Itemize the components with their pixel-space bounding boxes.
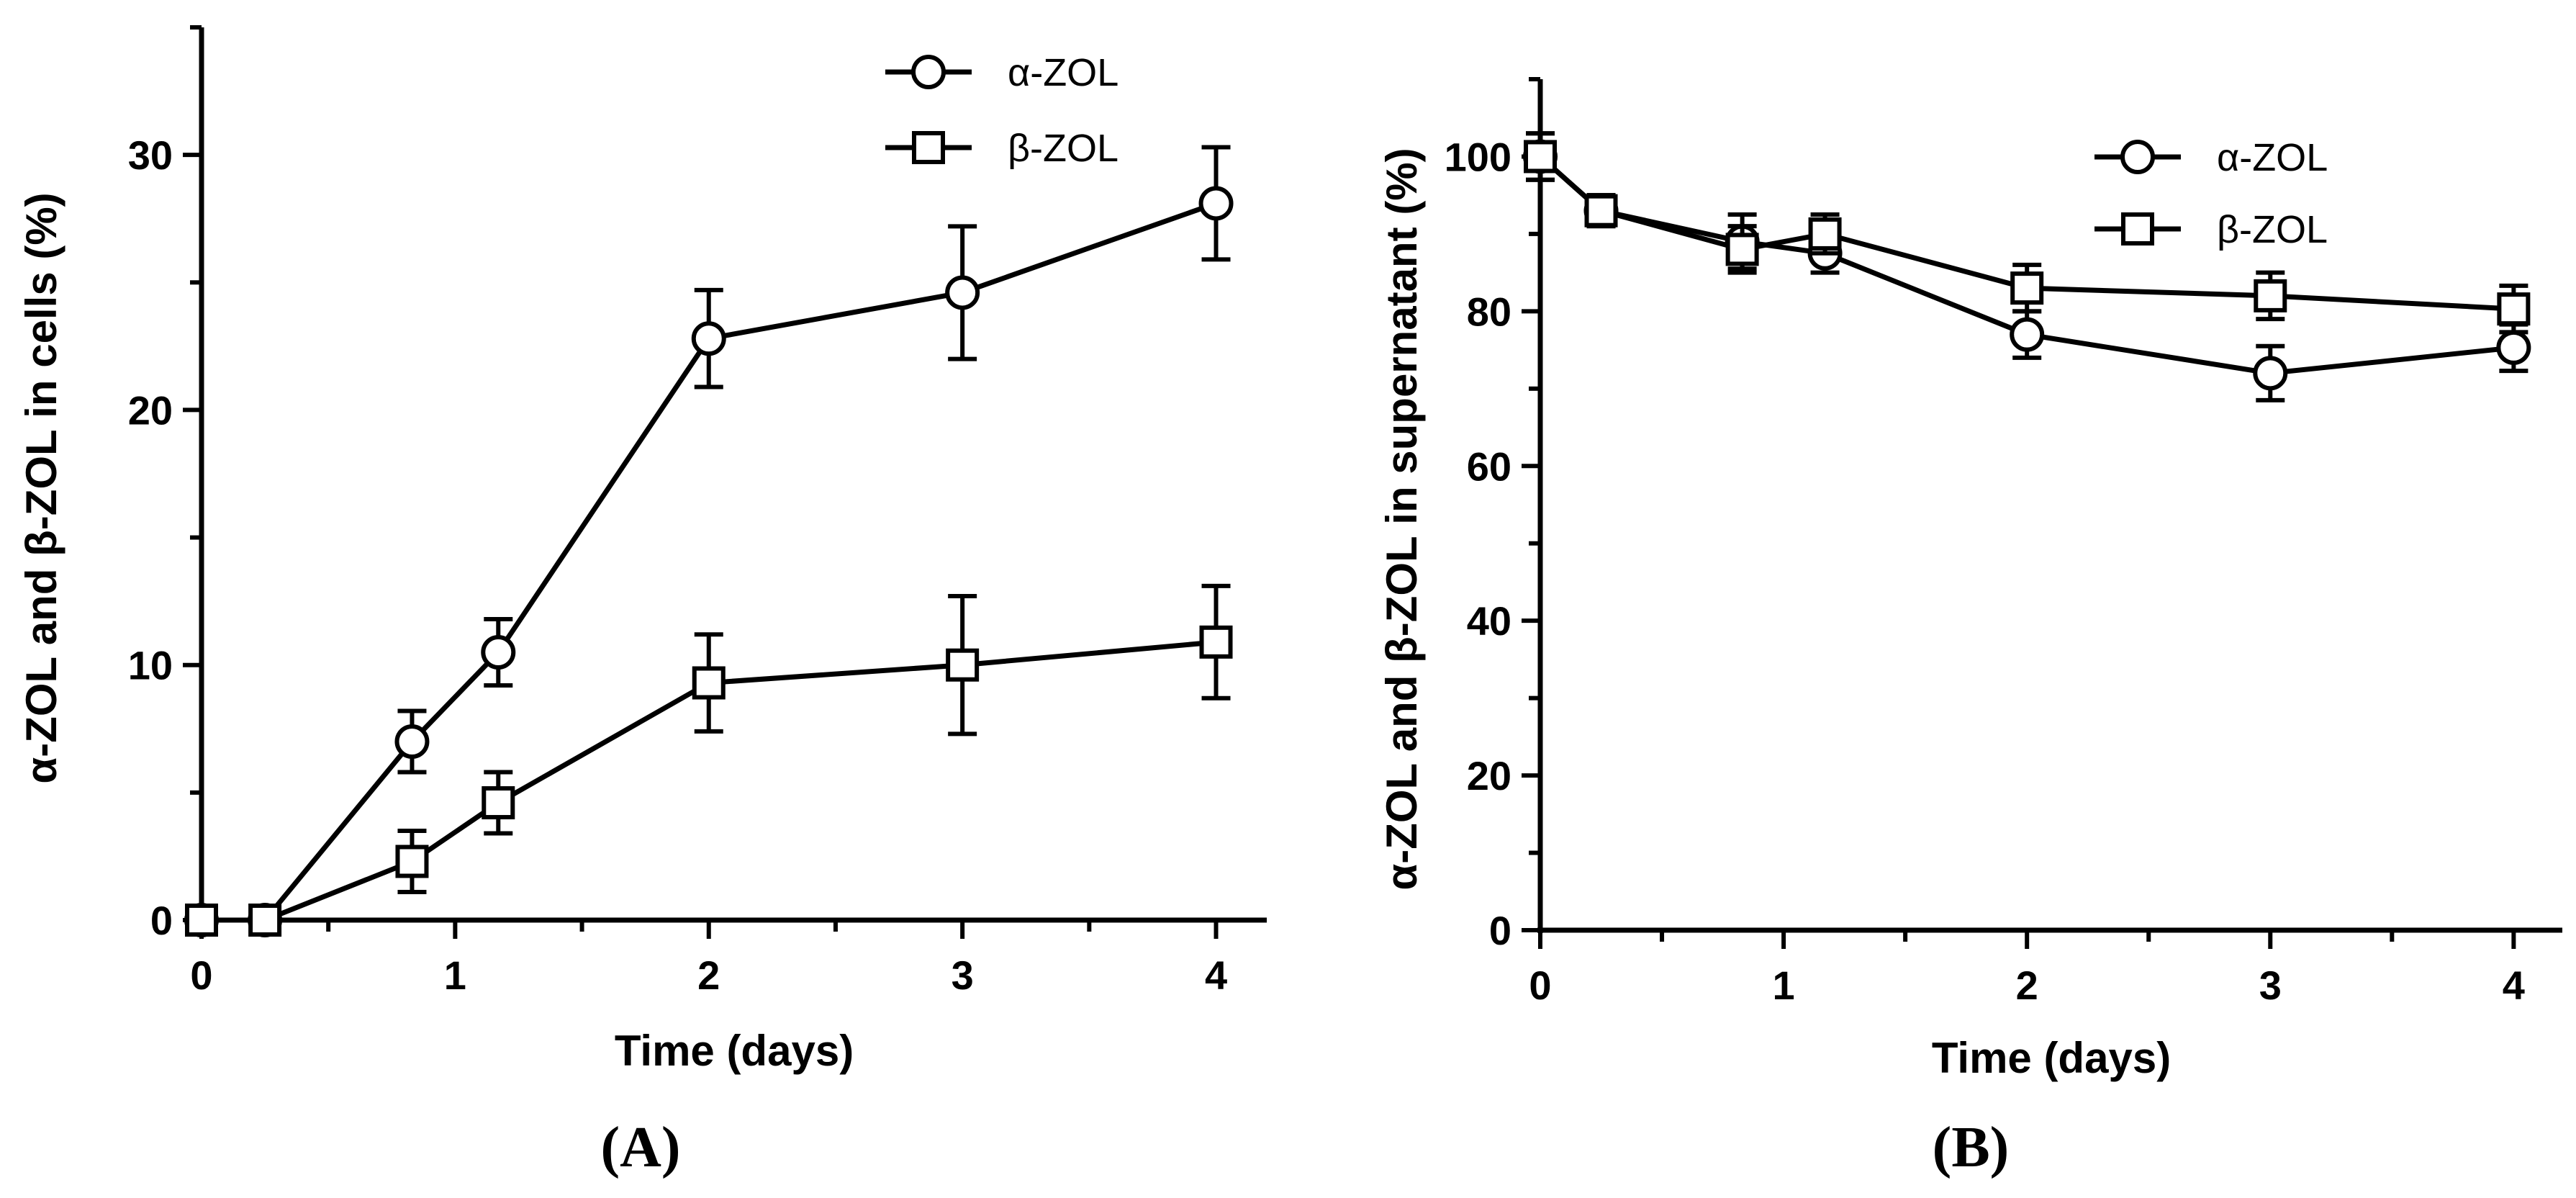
chart-panel-a: 0 10 20 30 0 1 2 3 4 Time (days) α-ZOL and β-ZOL i… bbox=[17, 25, 1267, 1179]
y-tick-label: 100 bbox=[1445, 134, 1511, 179]
legend-label: α-ZOL bbox=[2217, 136, 2328, 179]
data-point-square bbox=[395, 845, 429, 878]
data-point-square bbox=[1524, 140, 1557, 174]
data-point-square bbox=[946, 648, 980, 682]
data-point-square bbox=[248, 904, 282, 937]
data-point-square bbox=[1199, 625, 1233, 659]
x-tick-label: 2 bbox=[2016, 963, 2038, 1008]
legend-label: α-ZOL bbox=[1008, 51, 1118, 94]
data-point-square bbox=[1808, 217, 1842, 251]
data-point-circle bbox=[481, 635, 516, 670]
legend-square-marker bbox=[2121, 212, 2154, 246]
y-tick-label: 30 bbox=[128, 132, 173, 178]
legend-label: β-ZOL bbox=[1008, 127, 1118, 170]
data-point-circle bbox=[945, 275, 980, 310]
y-tick-label: 0 bbox=[1489, 908, 1511, 953]
x-tick-label: 1 bbox=[444, 952, 466, 998]
y-tick-label: 60 bbox=[1467, 443, 1511, 489]
data-point-circle bbox=[394, 724, 430, 759]
legend-square-marker bbox=[912, 131, 945, 164]
legend-circle-marker bbox=[2120, 140, 2155, 174]
panel-label: (B) bbox=[1933, 1116, 2010, 1179]
legend-circle-marker bbox=[911, 55, 946, 89]
data-point-circle bbox=[1198, 186, 1234, 221]
series-beta-zol bbox=[1524, 131, 2531, 335]
data-point-circle bbox=[2010, 317, 2045, 352]
y-tick-label: 40 bbox=[1467, 598, 1511, 644]
x-axis-title: Time (days) bbox=[1932, 1034, 2171, 1082]
data-point-square bbox=[2497, 292, 2531, 326]
data-point-square bbox=[185, 904, 218, 937]
y-axis-title: α-ZOL and β-ZOL in cells (%) bbox=[17, 192, 65, 783]
data-point-square bbox=[2010, 271, 2044, 305]
series-beta-zol bbox=[185, 583, 1233, 937]
y-tick-label: 20 bbox=[1467, 753, 1511, 798]
legend-label: β-ZOL bbox=[2217, 208, 2328, 251]
x-tick-label: 1 bbox=[1773, 963, 1795, 1008]
chart-panel-b: 0 20 40 60 80 100 0 1 2 3 4 Time (days) α-ZOL and β-… bbox=[1378, 77, 2562, 1179]
data-point-square bbox=[692, 666, 726, 700]
x-tick-label: 4 bbox=[2503, 963, 2525, 1008]
x-tick-label: 0 bbox=[1529, 963, 1551, 1008]
data-point-circle bbox=[2253, 356, 2288, 391]
y-tick-label: 0 bbox=[150, 898, 173, 943]
x-axis-title: Time (days) bbox=[615, 1027, 854, 1075]
x-tick-label: 2 bbox=[697, 952, 720, 998]
data-point-square bbox=[482, 786, 515, 820]
series-alpha-zol bbox=[184, 145, 1234, 937]
x-tick-label: 3 bbox=[2259, 963, 2282, 1008]
data-point-circle bbox=[691, 321, 726, 356]
legend: α-ZOL β-ZOL bbox=[885, 51, 1118, 170]
y-axis-title: α-ZOL and β-ZOL in supernatant (%) bbox=[1378, 148, 1426, 890]
x-tick-label: 3 bbox=[952, 952, 974, 998]
y-tick-label: 20 bbox=[128, 387, 173, 433]
legend: α-ZOL β-ZOL bbox=[2094, 136, 2328, 251]
panel-label: (A) bbox=[600, 1116, 680, 1179]
x-tick-label: 4 bbox=[1205, 952, 1227, 998]
data-point-square bbox=[2254, 279, 2287, 312]
data-point-circle bbox=[2496, 330, 2531, 365]
y-tick-label: 10 bbox=[128, 643, 173, 688]
y-tick-label: 80 bbox=[1467, 289, 1511, 334]
data-point-square bbox=[1584, 194, 1618, 228]
x-tick-label: 0 bbox=[190, 952, 212, 998]
data-point-square bbox=[1725, 233, 1759, 266]
